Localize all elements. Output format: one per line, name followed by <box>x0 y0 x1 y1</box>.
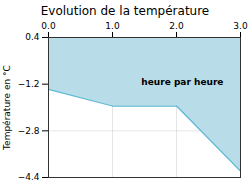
svg-text:0.0: 0.0 <box>41 21 56 31</box>
svg-text:0.4: 0.4 <box>25 32 40 42</box>
svg-text:2.0: 2.0 <box>169 21 184 31</box>
svg-text:Température en °C: Température en °C <box>2 65 12 151</box>
svg-text:−4.4: −4.4 <box>18 172 40 182</box>
svg-text:1.0: 1.0 <box>105 21 120 31</box>
svg-text:−2.8: −2.8 <box>18 126 40 136</box>
svg-text:heure par heure: heure par heure <box>141 77 223 87</box>
html-text:Evolution de la température: Evolution de la température <box>40 4 210 18</box>
svg-text:3.0: 3.0 <box>233 21 248 31</box>
svg-text:−1.2: −1.2 <box>18 79 40 89</box>
